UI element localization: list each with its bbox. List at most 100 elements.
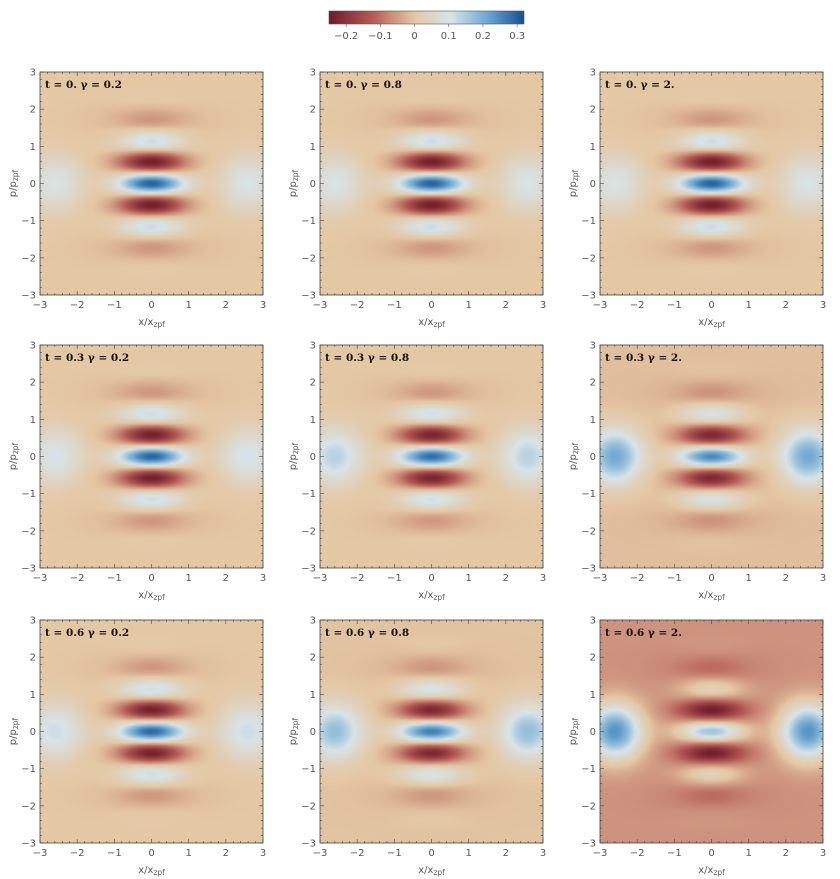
y-tick-label: 1 [30,690,36,701]
x-tick-label: 0 [148,848,154,859]
y-axis-label: p/pzpf [8,169,20,197]
y-tick-label: 2 [590,378,596,389]
colorbar-tick-label: 0 [411,31,417,42]
y-tick-label: 0 [590,179,596,190]
y-tick-label: 2 [30,105,36,116]
x-tick-label: −1 [107,573,122,584]
y-tick-label: 2 [590,653,596,664]
y-tick-label: 0 [310,452,316,463]
y-tick-label: −3 [21,291,36,302]
x-axis-label: x/xzpf [698,865,725,877]
x-tick-label: −2 [70,300,85,311]
y-axis-label: p/pzpf [288,442,300,470]
y-tick-label: −3 [581,839,596,850]
x-tick-label: −2 [70,848,85,859]
panel-title: t = 0.3 γ = 2. [605,352,682,364]
x-tick-label: −2 [630,300,645,311]
x-tick-label: −2 [350,848,365,859]
y-tick-label: −1 [301,489,316,500]
y-tick-label: 3 [30,341,36,352]
x-tick-label: −2 [350,573,365,584]
x-axis-label: x/xzpf [138,865,165,877]
colorbar-tick-label: −0.1 [368,31,392,42]
y-tick-label: 2 [310,105,316,116]
x-tick-label: 0 [708,848,714,859]
x-tick-label: 0 [428,300,434,311]
x-tick-label: −2 [630,848,645,859]
colorbar: −0.2 −0.1 0 0.1 0.2 0.3 [328,10,525,42]
x-tick-label: 2 [783,300,789,311]
x-tick-label: 1 [185,573,191,584]
x-tick-label: 3 [540,300,546,311]
y-tick-label: −2 [301,526,316,537]
y-tick-label: 3 [30,616,36,627]
y-tick-label: 1 [590,415,596,426]
y-tick-label: 1 [310,142,316,153]
panel-9: −3−3 −2 −2 −1 −1 0 0 1 1 2 2 3 3 x/xzpf p/pzpf t = 0.6 … [568,616,826,878]
y-tick-label: −3 [301,839,316,850]
x-tick-label: 3 [260,573,266,584]
y-tick-label: −1 [581,489,596,500]
y-tick-label: −1 [581,764,596,775]
heatmap-image [600,620,823,843]
x-tick-label: −3 [33,300,48,311]
panel-7: −3−3 −2 −2 −1 −1 0 0 1 1 2 2 3 3 x/xzpf p/pzpf t = 0.6 … [8,616,266,878]
x-tick-label: 1 [185,300,191,311]
y-tick-label: 0 [30,179,36,190]
y-axis-label: p/pzpf [568,442,580,470]
x-tick-label: 2 [223,573,229,584]
x-tick-label: −1 [387,300,402,311]
x-tick-label: −1 [387,848,402,859]
x-tick-label: −3 [593,573,608,584]
colorbar-tick-label: 0.2 [475,31,491,42]
x-tick-label: 3 [260,848,266,859]
x-tick-label: 1 [465,300,471,311]
y-tick-label: 0 [310,179,316,190]
y-tick-label: −1 [301,764,316,775]
y-axis-label: p/pzpf [288,169,300,197]
x-tick-label: −2 [350,300,365,311]
y-tick-label: −1 [301,216,316,227]
y-tick-label: 3 [590,616,596,627]
heatmap-image [320,345,543,568]
y-tick-label: 1 [590,690,596,701]
y-tick-label: 3 [310,68,316,79]
y-tick-label: 1 [310,415,316,426]
y-tick-label: −1 [21,489,36,500]
y-tick-label: −2 [21,253,36,264]
x-tick-label: 3 [260,300,266,311]
colorbar-tick-label: 0.1 [441,31,457,42]
y-tick-label: −3 [581,291,596,302]
x-tick-label: 0 [708,300,714,311]
x-axis-label: x/xzpf [418,590,445,602]
y-tick-label: −2 [581,526,596,537]
x-tick-label: −2 [630,573,645,584]
y-tick-label: 1 [30,142,36,153]
y-tick-label: 3 [590,68,596,79]
x-tick-label: −1 [107,848,122,859]
x-tick-label: 1 [465,848,471,859]
y-tick-label: 2 [310,378,316,389]
y-tick-label: −2 [21,801,36,812]
x-tick-label: −1 [107,300,122,311]
x-tick-label: 2 [503,573,509,584]
x-tick-label: −3 [593,300,608,311]
panel-5: −3−3 −2 −2 −1 −1 0 0 1 1 2 2 3 3 x/xzpf p/pzpf t = 0.3 … [288,341,546,603]
panel-3: −3−3 −2 −2 −1 −1 0 0 1 1 2 2 3 3 x/xzpf p/pzpf t = 0. γ… [568,68,826,330]
x-tick-label: 2 [783,848,789,859]
y-tick-label: 0 [590,452,596,463]
x-tick-label: 1 [745,848,751,859]
y-tick-label: −3 [301,564,316,575]
x-tick-label: −1 [387,573,402,584]
y-tick-label: 1 [590,142,596,153]
y-tick-label: 1 [310,690,316,701]
panel-title: t = 0. γ = 0.2 [45,79,122,91]
y-tick-label: 2 [30,653,36,664]
x-axis-label: x/xzpf [138,590,165,602]
y-axis-label: p/pzpf [288,717,300,745]
y-tick-label: −2 [301,801,316,812]
heatmap-image [40,345,263,568]
x-tick-label: −1 [667,300,682,311]
x-tick-label: −3 [33,573,48,584]
colorbar-gradient [328,10,525,25]
